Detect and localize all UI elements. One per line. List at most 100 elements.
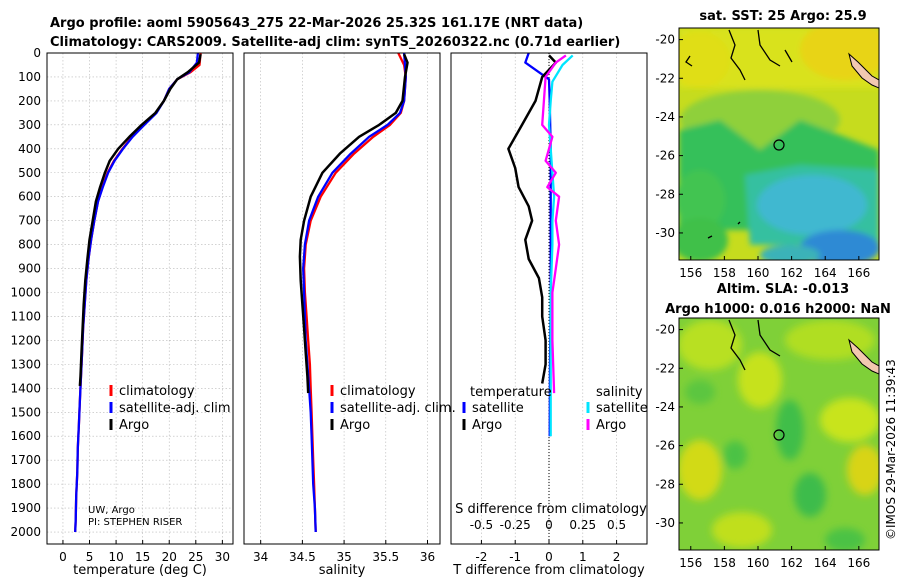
series-line-argo	[298, 53, 409, 394]
y-tick-label: 700	[18, 214, 41, 228]
map-x-tick-label: 158	[713, 556, 736, 570]
map-x-tick-label: 164	[814, 266, 837, 280]
map-y-tick-label: -20	[655, 323, 675, 337]
annotation-pi: PI: STEPHEN RISER	[88, 517, 182, 528]
map-x-tick-label: 156	[679, 556, 702, 570]
map-y-tick-label: -24	[655, 110, 675, 124]
s-tick-label: -0.25	[500, 518, 531, 532]
sla-map-field	[679, 318, 879, 550]
map-y-tick-label: -26	[655, 149, 675, 163]
plot-frame	[46, 52, 234, 545]
y-tick-label: 1200	[10, 333, 41, 347]
series-line-salinity-argo	[541, 54, 567, 394]
series-line-argo	[78, 53, 202, 386]
x-tick-label: 1	[579, 550, 587, 564]
sst-argo-marker	[773, 139, 785, 151]
s-tick-label: 0.25	[569, 518, 596, 532]
map-y-tick-label: -20	[655, 33, 675, 47]
s-tick-label: 0	[545, 518, 553, 532]
map-x-tick-label: 166	[847, 556, 870, 570]
s-tick-label: 0.5	[607, 518, 626, 532]
y-tick-label: 400	[18, 142, 41, 156]
series-line-satellite-adj-clim	[302, 52, 407, 533]
x-tick-label: 36	[420, 550, 435, 564]
x-tick-label: -1	[509, 550, 521, 564]
annotation-institution: UW, Argo	[88, 505, 135, 516]
header-line1: Argo profile: aoml 5905643_275 22-Mar-20…	[50, 16, 583, 31]
map-y-tick-label: -22	[655, 71, 675, 85]
header-line2: Climatology: CARS2009. Satellite-adj cli…	[50, 35, 620, 50]
y-tick-label: 600	[18, 190, 41, 204]
y-tick-label: 1500	[10, 405, 41, 419]
y-tick-label: 1300	[10, 357, 41, 371]
sla-map-subtitle: Argo h1000: 0.016 h2000: NaN	[665, 302, 891, 317]
map-x-tick-label: 158	[713, 266, 736, 280]
x-tick-label: 15	[135, 550, 150, 564]
temperature-panel: 0100200300400500600700800900100011001200…	[10, 46, 234, 578]
map-y-tick-label: -24	[655, 400, 675, 414]
sla-map-axes: 156 158 160 162 164 166 -20 -22 -24 -26 -28 -30	[655, 323, 870, 570]
legend-label: satellite	[596, 401, 648, 416]
map-y-tick-label: -22	[655, 361, 675, 375]
map-y-tick-label: -30	[655, 226, 675, 240]
y-tick-label: 200	[18, 94, 41, 108]
y-tick-label: 1100	[10, 309, 41, 323]
legend-label: Argo	[596, 418, 626, 433]
x-axis-label: temperature (deg C)	[73, 563, 207, 578]
map-y-tick-label: -28	[655, 187, 675, 201]
legend-label: Argo	[119, 418, 149, 433]
map-y-tick-label: -28	[655, 477, 675, 491]
series-line-temperature-argo	[507, 54, 558, 384]
legend-label: satellite-adj. clim	[119, 401, 231, 416]
x-tick-label: -2	[475, 550, 487, 564]
legend-label: climatology	[119, 384, 195, 399]
map-y-tick-label: -30	[655, 516, 675, 530]
s-tick-label: -0.5	[470, 518, 493, 532]
y-tick-label: 1600	[10, 429, 41, 443]
x-tick-label: 20	[162, 550, 177, 564]
x-tick-label: 0	[545, 550, 553, 564]
sst-map-title: sat. SST: 25 Argo: 25.9	[699, 9, 866, 24]
y-tick-label: 900	[18, 262, 41, 276]
map-x-tick-label: 162	[780, 266, 803, 280]
series-line-salinity-satellite	[547, 54, 574, 437]
y-tick-label: 1000	[10, 286, 41, 300]
series-line-climatology	[302, 52, 407, 533]
legend-label: satellite-adj. clim.	[340, 401, 456, 416]
x-tick-label: 25	[188, 550, 203, 564]
map-x-tick-label: 156	[679, 266, 702, 280]
y-tick-label: 500	[18, 166, 41, 180]
x-tick-label: 35.5	[372, 550, 399, 564]
x-tick-label: 34	[253, 550, 268, 564]
sst-map-axes: 156 158 160 162 164 166 -20 -22 -24 -26 -28 -30	[655, 33, 870, 280]
map-x-tick-label: 160	[747, 266, 770, 280]
sla-argo-marker	[773, 429, 785, 441]
legend-title-temperature: temperature	[470, 385, 552, 400]
map-x-tick-label: 162	[780, 556, 803, 570]
y-tick-label: 100	[18, 70, 41, 84]
y-tick-label: 300	[18, 118, 41, 132]
difference-panel: -2 -1 0 1 2T difference from climatology -0.5…	[450, 52, 648, 578]
sla-map-title: Altim. SLA: -0.013	[717, 282, 849, 297]
y-tick-label: 2000	[10, 525, 41, 539]
sst-map-field	[679, 28, 879, 260]
legend-label: Argo	[472, 418, 502, 433]
salinity-panel: 34 34.5 35 35.5 36 salinity climatology satelli…	[243, 52, 456, 578]
plot-frame	[243, 52, 441, 545]
x-axis-label: salinity	[319, 563, 366, 578]
series-line-climatology	[74, 52, 202, 533]
y-tick-label: 1400	[10, 381, 41, 395]
map-x-tick-label: 160	[747, 556, 770, 570]
legend-label: satellite	[472, 401, 524, 416]
legend-label: Argo	[340, 418, 370, 433]
x-tick-label: 0	[59, 550, 67, 564]
x-tick-label: 35	[336, 550, 351, 564]
credit-text: ©IMOS 29-Mar-2026 11:39:43	[884, 359, 898, 540]
y-tick-label: 800	[18, 238, 41, 252]
x-tick-label: 34.5	[289, 550, 316, 564]
x-tick-label: 5	[86, 550, 94, 564]
y-tick-label: 1700	[10, 453, 41, 467]
x-tick-label: 10	[108, 550, 123, 564]
y-tick-label: 0	[33, 46, 41, 60]
